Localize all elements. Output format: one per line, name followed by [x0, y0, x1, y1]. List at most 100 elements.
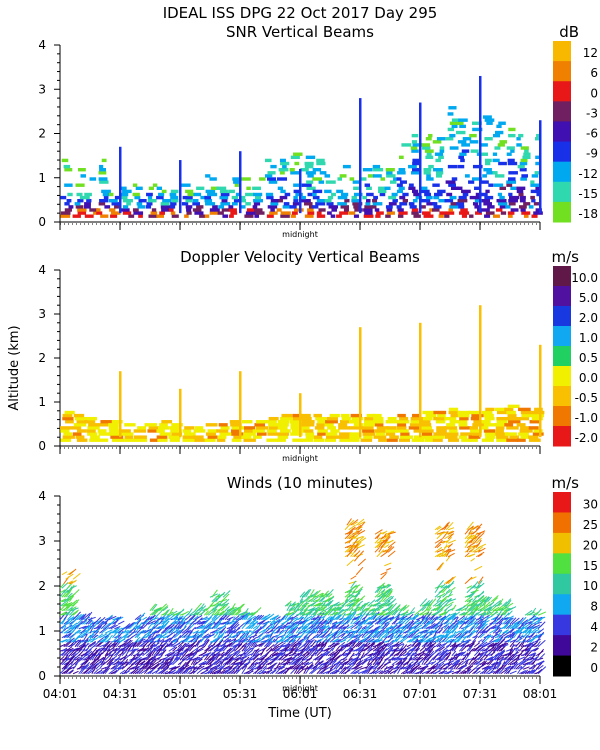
wind-barb: [314, 653, 323, 661]
wind-barb: [352, 598, 360, 607]
heatmap-cell: [304, 164, 314, 169]
heatmap-cell: [444, 416, 457, 421]
heatmap-cell: [451, 177, 458, 181]
wind-barb: [335, 608, 344, 616]
wind-barb: [447, 667, 454, 675]
wind-barb: [331, 642, 339, 648]
heatmap-cell: [181, 183, 191, 187]
heatmap-cell: [351, 195, 357, 200]
heatmap-cell: [303, 429, 314, 433]
y-tick-label: 1: [38, 171, 46, 185]
heatmap-cell: [348, 420, 361, 424]
wind-barb: [492, 641, 500, 648]
heatmap-cell: [292, 413, 303, 418]
wind-barb: [82, 639, 89, 648]
wind-barb: [524, 621, 532, 625]
heatmap-cell: [445, 180, 456, 184]
wind-barb: [535, 629, 541, 634]
wind-barb: [224, 630, 234, 639]
wind-barb: [219, 621, 227, 625]
heatmap-cell: [378, 186, 385, 190]
wind-barb: [265, 637, 271, 643]
wind-barb: [82, 613, 91, 621]
wind-barb: [412, 647, 421, 657]
wind-barb: [297, 665, 303, 670]
wind-barb: [504, 629, 509, 634]
wind-barb: [309, 607, 315, 612]
heatmap-cell: [480, 420, 491, 424]
wind-barb: [112, 669, 118, 675]
heatmap-cell: [528, 426, 539, 430]
heatmap-cell: [498, 161, 507, 166]
wind-barb: [177, 628, 184, 634]
heatmap-cell: [199, 214, 206, 218]
wind-barb: [391, 649, 397, 657]
wind-barb: [108, 667, 117, 675]
wind-barb: [445, 652, 452, 661]
wind-barb: [371, 638, 379, 643]
heatmap-cell: [469, 195, 480, 200]
wind-barb: [477, 547, 486, 553]
wind-barb: [277, 664, 285, 670]
heatmap-cell: [468, 410, 481, 415]
wind-barb: [530, 642, 536, 648]
wind-barb: [387, 603, 394, 612]
wind-barb: [352, 584, 361, 589]
heatmap-cell: [494, 146, 501, 150]
wind-barb: [245, 646, 251, 652]
heatmap-cell: [340, 413, 350, 418]
wind-barb: [481, 665, 490, 670]
wind-barb: [534, 611, 539, 616]
wind-barb: [329, 669, 338, 675]
wind-barb: [505, 599, 512, 607]
wind-barb: [262, 613, 271, 621]
wind-barb: [228, 638, 237, 643]
wind-barb: [226, 642, 233, 648]
wind-barb: [432, 599, 442, 607]
wind-barb: [421, 639, 430, 648]
wind-barb: [207, 609, 217, 616]
wind-barb: [119, 656, 126, 666]
wind-barb: [249, 664, 255, 670]
wind-barb: [498, 656, 505, 666]
colorbar-label: 6: [590, 66, 598, 80]
heatmap-cell: [219, 432, 233, 436]
colorbar-label: 0.5: [579, 351, 598, 365]
heatmap-cell: [330, 214, 336, 218]
heatmap-cell: [481, 152, 488, 156]
wind-barb: [496, 662, 502, 670]
wind-barb: [427, 629, 433, 634]
wind-barb: [147, 663, 155, 670]
wind-barb: [374, 596, 382, 603]
wind-barb: [140, 629, 146, 634]
heatmap-cell: [204, 198, 213, 203]
wind-barb: [464, 530, 474, 540]
wind-barb: [181, 610, 189, 616]
heatmap-cell: [413, 214, 421, 218]
wind-barb: [397, 666, 402, 674]
wind-barb: [453, 658, 462, 666]
wind-barb: [457, 617, 466, 625]
heatmap-cell: [75, 205, 84, 209]
wind-barb: [389, 628, 396, 634]
heatmap-cell: [520, 435, 531, 439]
heatmap-cell: [421, 432, 433, 436]
heatmap-cell: [169, 192, 177, 197]
colorbar-label: 30: [583, 497, 598, 511]
wind-barb: [303, 596, 310, 603]
heatmap-cell: [509, 195, 519, 200]
wind-barb: [519, 670, 526, 675]
wind-barb: [434, 585, 443, 589]
wind-barb: [421, 670, 430, 675]
heatmap-cell: [60, 195, 67, 200]
wind-barb: [252, 607, 262, 616]
heatmap-cell: [508, 133, 516, 138]
heatmap-cell: [412, 168, 420, 172]
wind-barb: [359, 659, 368, 666]
wind-barb: [447, 586, 456, 594]
heatmap-cell: [397, 423, 407, 427]
heatmap-cell: [482, 174, 487, 178]
wind-barb: [335, 606, 342, 612]
wind-barb: [384, 562, 392, 567]
heatmap-cell: [156, 195, 164, 200]
